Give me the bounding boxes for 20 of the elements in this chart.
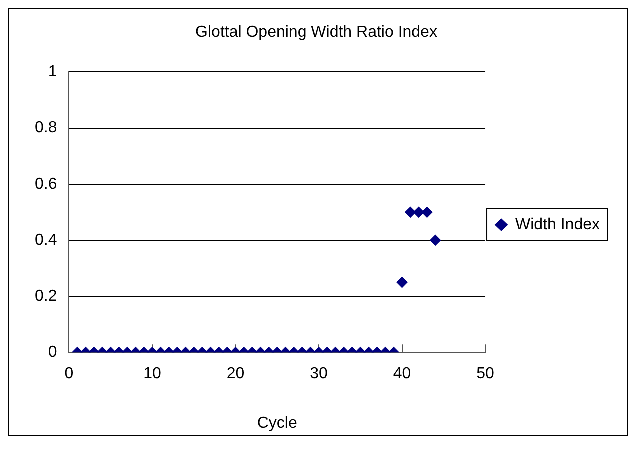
chart-title: Glottal Opening Width Ratio Index <box>196 24 438 42</box>
x-tick-label: 10 <box>144 366 162 383</box>
point <box>396 277 408 288</box>
x-tick-label: 30 <box>310 366 328 383</box>
y-tick-label: 0.4 <box>34 232 58 249</box>
point <box>413 206 424 218</box>
y-tick-label: 0.8 <box>34 120 58 137</box>
point <box>405 206 416 218</box>
y-tick-label: 0 <box>48 344 58 362</box>
x-tick-label: 20 <box>226 366 245 383</box>
x-axis-title: Cycle <box>257 414 298 432</box>
point <box>430 234 442 246</box>
x-tick-label: 40 <box>393 366 412 383</box>
y-tick-label: 0.6 <box>34 176 58 193</box>
x-tick-label: 50 <box>476 366 495 383</box>
y-tick-label: 0.2 <box>34 288 58 305</box>
legend-label: Width Index <box>516 216 600 234</box>
point <box>422 206 433 218</box>
y-tick-label: 1 <box>48 64 58 81</box>
x-tick-label: 0 <box>64 366 74 383</box>
